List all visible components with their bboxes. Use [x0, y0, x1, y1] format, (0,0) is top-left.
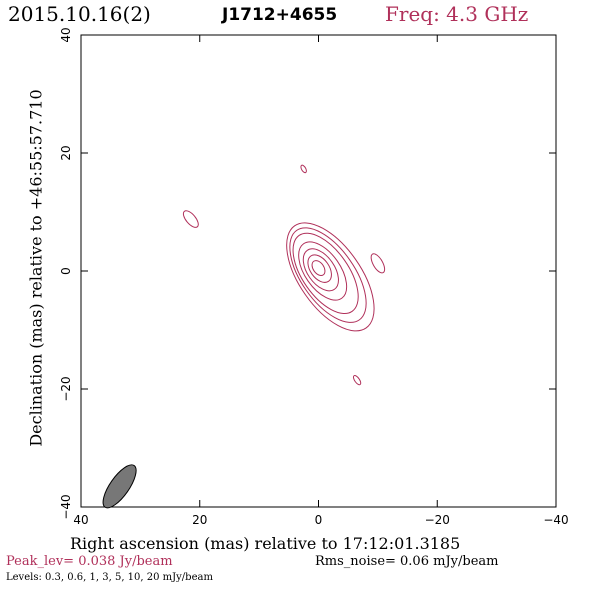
x-tick-label: 20 [192, 513, 207, 527]
x-tick-label: 40 [73, 513, 88, 527]
y-tick-label: −40 [59, 494, 73, 519]
peak-level: Peak_lev= 0.038 Jy/beam [6, 554, 173, 569]
contour-level-3 [298, 241, 348, 301]
contour-level-20 [311, 260, 326, 277]
beam-ellipse [102, 464, 137, 509]
x-tick-label: −20 [425, 513, 450, 527]
contour-blob-4 [352, 375, 362, 386]
contour-level-0.6 [289, 227, 367, 323]
y-tick-label: 20 [59, 145, 73, 160]
contour-level-0.3 [286, 222, 375, 332]
y-tick-label: 0 [59, 267, 73, 275]
contour-blob-3 [370, 253, 386, 274]
observation-date: 2015.10.16(2) [8, 2, 151, 26]
y-tick-label: −20 [59, 376, 73, 401]
contour-level-10 [307, 254, 332, 283]
contour-blob-2 [300, 164, 307, 174]
contour-blob-1 [182, 210, 199, 228]
x-axis-label: Right ascension (mas) relative to 17:12:… [70, 534, 461, 553]
axis-tick-labels: 40 20 0 −20 −40 −40 −20 0 20 40 [59, 27, 569, 527]
frequency-label: Freq: 4.3 GHz [385, 2, 529, 26]
source-name: J1712+4655 [222, 5, 338, 25]
x-tick-label: 0 [315, 513, 323, 527]
beam-group [102, 464, 137, 509]
contour-level-5 [302, 248, 339, 292]
contour-group [182, 164, 386, 386]
x-tick-label: −40 [543, 513, 568, 527]
y-tick-label: 40 [59, 27, 73, 42]
axis-ticks [80, 34, 557, 508]
rms-noise: Rms_noise= 0.06 mJy/beam [315, 554, 499, 569]
contour-levels: Levels: 0.3, 0.6, 1, 3, 5, 10, 20 mJy/be… [6, 572, 213, 583]
contour-level-1 [292, 232, 359, 315]
y-axis-label: Declination (mas) relative to +46:55:57.… [26, 89, 46, 447]
plot-frame [80, 34, 557, 508]
